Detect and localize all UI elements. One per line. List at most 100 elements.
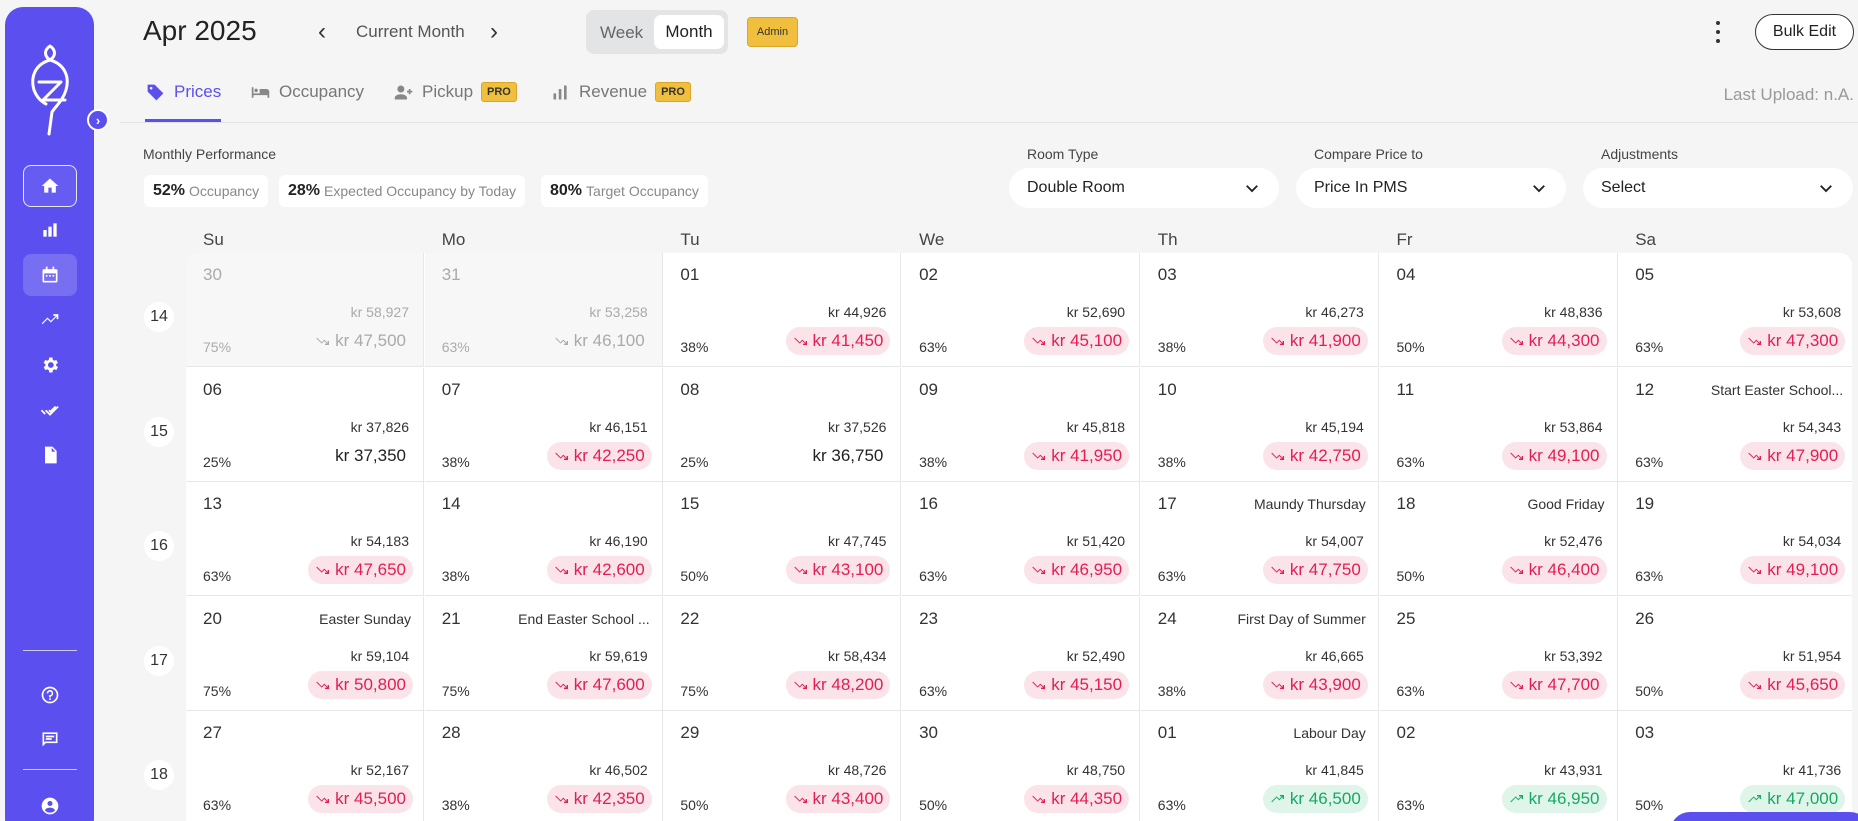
calendar-day-cell[interactable]: 24 First Day of Summer kr 46,665 38% kr 43,9… xyxy=(1140,596,1379,711)
recommended-price[interactable]: kr 42,250 xyxy=(546,441,652,470)
recommended-price[interactable]: kr 47,900 xyxy=(1740,441,1846,470)
nav-trends[interactable] xyxy=(23,299,77,341)
nav-settings[interactable] xyxy=(23,344,77,386)
calendar-day-cell[interactable]: 23 kr 52,490 63% kr 45,150 xyxy=(902,596,1141,711)
view-week-button[interactable]: Week xyxy=(600,23,644,42)
nav-feedback[interactable] xyxy=(23,718,77,760)
recommended-price[interactable]: kr 48,200 xyxy=(785,670,891,699)
calendar-day-cell[interactable]: 30 kr 58,927 75% kr 47,500 xyxy=(186,253,424,367)
calendar-day-cell[interactable]: 04 kr 48,836 50% kr 44,300 xyxy=(1379,253,1618,367)
calendar-day-cell[interactable]: 02 kr 52,690 63% kr 45,100 xyxy=(902,253,1141,367)
recommended-price[interactable]: kr 47,750 xyxy=(1262,556,1368,584)
calendar-day-cell[interactable]: 14 kr 46,190 38% kr 42,600 xyxy=(424,482,663,596)
calendar-day-cell[interactable]: 18 Good Friday kr 52,476 50% kr 46,400 xyxy=(1379,482,1618,596)
trend-down-icon xyxy=(1748,337,1762,345)
recommended-price[interactable]: kr 42,750 xyxy=(1262,441,1368,470)
calendar-day-cell[interactable]: 01 kr 44,926 38% kr 41,450 xyxy=(663,253,902,367)
calendar-day-cell[interactable]: 21 End Easter School ... kr 59,619 75% kr 47… xyxy=(424,596,663,711)
recommended-price[interactable]: kr 41,900 xyxy=(1262,327,1368,355)
calendar-day-cell[interactable]: 27 kr 52,167 63% kr 45,500 xyxy=(186,711,424,821)
recommended-price[interactable]: kr 44,300 xyxy=(1501,327,1607,355)
nav-analytics[interactable] xyxy=(23,209,77,251)
sidebar-expand-button[interactable]: › xyxy=(87,109,109,131)
calendar-day-cell[interactable]: 06 kr 37,826 25% kr 37,350 xyxy=(186,367,424,482)
calendar-day-cell[interactable]: 17 Maundy Thursday kr 54,007 63% kr 47,750 xyxy=(1140,482,1379,596)
calendar-day-cell[interactable]: 31 kr 53,258 63% kr 46,100 xyxy=(424,253,663,367)
nav-approvals[interactable] xyxy=(23,389,77,431)
recommended-price[interactable]: kr 47,600 xyxy=(546,670,652,699)
chat-launcher-button[interactable] xyxy=(1670,812,1858,821)
recommended-price[interactable]: kr 46,950 xyxy=(1024,556,1130,584)
recommended-price[interactable]: kr 46,100 xyxy=(547,327,652,355)
recommended-price[interactable]: kr 45,100 xyxy=(1024,327,1130,355)
recommended-price[interactable]: kr 41,950 xyxy=(1024,441,1130,470)
calendar-day-cell[interactable]: 15 kr 47,745 50% kr 43,100 xyxy=(663,482,902,596)
calendar-day-cell[interactable]: 07 kr 46,151 38% kr 42,250 xyxy=(424,367,663,482)
calendar-day-cell[interactable]: 26 kr 51,954 50% kr 45,650 xyxy=(1618,597,1852,711)
calendar-day-cell[interactable]: 03 kr 41,736 50% kr 47,000 xyxy=(1618,711,1852,821)
room-type-select[interactable]: Double Room xyxy=(1009,168,1279,208)
calendar-day-cell[interactable]: 13 kr 54,183 63% kr 47,650 xyxy=(186,482,424,596)
price-value: kr 46,950 xyxy=(1051,560,1123,579)
calendar-day-cell[interactable]: 22 kr 58,434 75% kr 48,200 xyxy=(663,596,902,711)
calendar-day-cell[interactable]: 16 kr 51,420 63% kr 46,950 xyxy=(902,482,1141,596)
recommended-price[interactable]: kr 50,800 xyxy=(308,670,413,699)
recommended-price[interactable]: kr 47,700 xyxy=(1501,670,1607,699)
calendar-day-cell[interactable]: 19 kr 54,034 63% kr 49,100 xyxy=(1618,482,1852,596)
recommended-price[interactable]: kr 46,500 xyxy=(1262,785,1368,813)
recommended-price[interactable]: kr 47,000 xyxy=(1740,785,1846,813)
prev-month-button[interactable]: ‹ xyxy=(318,18,326,45)
calendar-day-cell[interactable]: 30 kr 48,750 50% kr 44,350 xyxy=(902,711,1141,821)
room-type-value: Double Room xyxy=(1027,179,1125,196)
calendar-day-cell[interactable]: 29 kr 48,726 50% kr 43,400 xyxy=(663,711,902,821)
recommended-price[interactable]: kr 37,350 xyxy=(328,442,413,470)
calendar-day-cell[interactable]: 01 Labour Day kr 41,845 63% kr 46,500 xyxy=(1141,711,1379,821)
calendar-day-cell[interactable]: 03 kr 46,273 38% kr 41,900 xyxy=(1140,253,1379,367)
current-month-button[interactable]: Current Month xyxy=(356,22,465,41)
nav-reports[interactable] xyxy=(23,434,77,476)
more-options-button[interactable] xyxy=(1712,18,1724,46)
nav-home[interactable] xyxy=(23,165,77,207)
recommended-price[interactable]: kr 47,500 xyxy=(308,327,413,355)
tab-pickup[interactable]: Pickup PRO xyxy=(393,82,517,122)
calendar-day-cell[interactable]: 20 Easter Sunday kr 59,104 75% kr 50,800 xyxy=(186,596,424,711)
bulk-edit-button[interactable]: Bulk Edit xyxy=(1755,14,1854,50)
tab-revenue[interactable]: Revenue PRO xyxy=(550,82,691,122)
recommended-price[interactable]: kr 43,100 xyxy=(785,556,891,584)
nav-calendar[interactable] xyxy=(23,254,77,296)
adjustments-select[interactable]: Select xyxy=(1583,168,1853,208)
recommended-price[interactable]: kr 45,150 xyxy=(1024,670,1130,699)
compare-price-select[interactable]: Price In PMS xyxy=(1296,168,1566,208)
tab-occupancy[interactable]: Occupancy xyxy=(250,82,364,122)
calendar-day-cell[interactable]: 08 kr 37,526 25% kr 36,750 xyxy=(663,367,902,482)
calendar-day-cell[interactable]: 12 Start Easter School... kr 54,343 63% kr 4… xyxy=(1618,368,1852,482)
calendar-day-cell[interactable]: 28 kr 46,502 38% kr 42,350 xyxy=(425,711,663,821)
pms-price: kr 52,490 xyxy=(1066,647,1126,664)
recommended-price[interactable]: kr 49,100 xyxy=(1740,556,1846,584)
recommended-price[interactable]: kr 45,650 xyxy=(1740,670,1846,699)
view-month-button[interactable]: Month xyxy=(654,15,724,49)
recommended-price[interactable]: kr 47,650 xyxy=(308,556,413,584)
recommended-price[interactable]: kr 43,900 xyxy=(1262,670,1368,699)
calendar-day-cell[interactable]: 05 kr 53,608 63% kr 47,300 xyxy=(1618,253,1852,367)
recommended-price[interactable]: kr 43,400 xyxy=(785,785,891,813)
calendar-day-cell[interactable]: 02 kr 43,931 63% kr 46,950 xyxy=(1380,711,1618,821)
calendar-day-cell[interactable]: 09 kr 45,818 38% kr 41,950 xyxy=(902,367,1141,482)
nav-profile[interactable] xyxy=(23,785,77,821)
next-month-button[interactable]: › xyxy=(490,18,498,45)
calendar-day-cell[interactable]: 11 kr 53,864 63% kr 49,100 xyxy=(1379,367,1618,482)
nav-help[interactable] xyxy=(23,674,77,716)
recommended-price[interactable]: kr 41,450 xyxy=(785,327,891,355)
recommended-price[interactable]: kr 45,500 xyxy=(308,785,413,813)
recommended-price[interactable]: kr 47,300 xyxy=(1740,327,1846,355)
recommended-price[interactable]: kr 46,950 xyxy=(1501,785,1607,813)
calendar-day-cell[interactable]: 25 kr 53,392 63% kr 47,700 xyxy=(1379,596,1618,711)
recommended-price[interactable]: kr 42,600 xyxy=(546,556,652,584)
recommended-price[interactable]: kr 36,750 xyxy=(806,442,891,470)
recommended-price[interactable]: kr 46,400 xyxy=(1501,556,1607,584)
recommended-price[interactable]: kr 49,100 xyxy=(1501,441,1607,470)
recommended-price[interactable]: kr 42,350 xyxy=(546,785,652,813)
recommended-price[interactable]: kr 44,350 xyxy=(1024,785,1130,813)
calendar-day-cell[interactable]: 10 kr 45,194 38% kr 42,750 xyxy=(1140,367,1379,482)
tab-prices[interactable]: Prices xyxy=(145,82,222,122)
